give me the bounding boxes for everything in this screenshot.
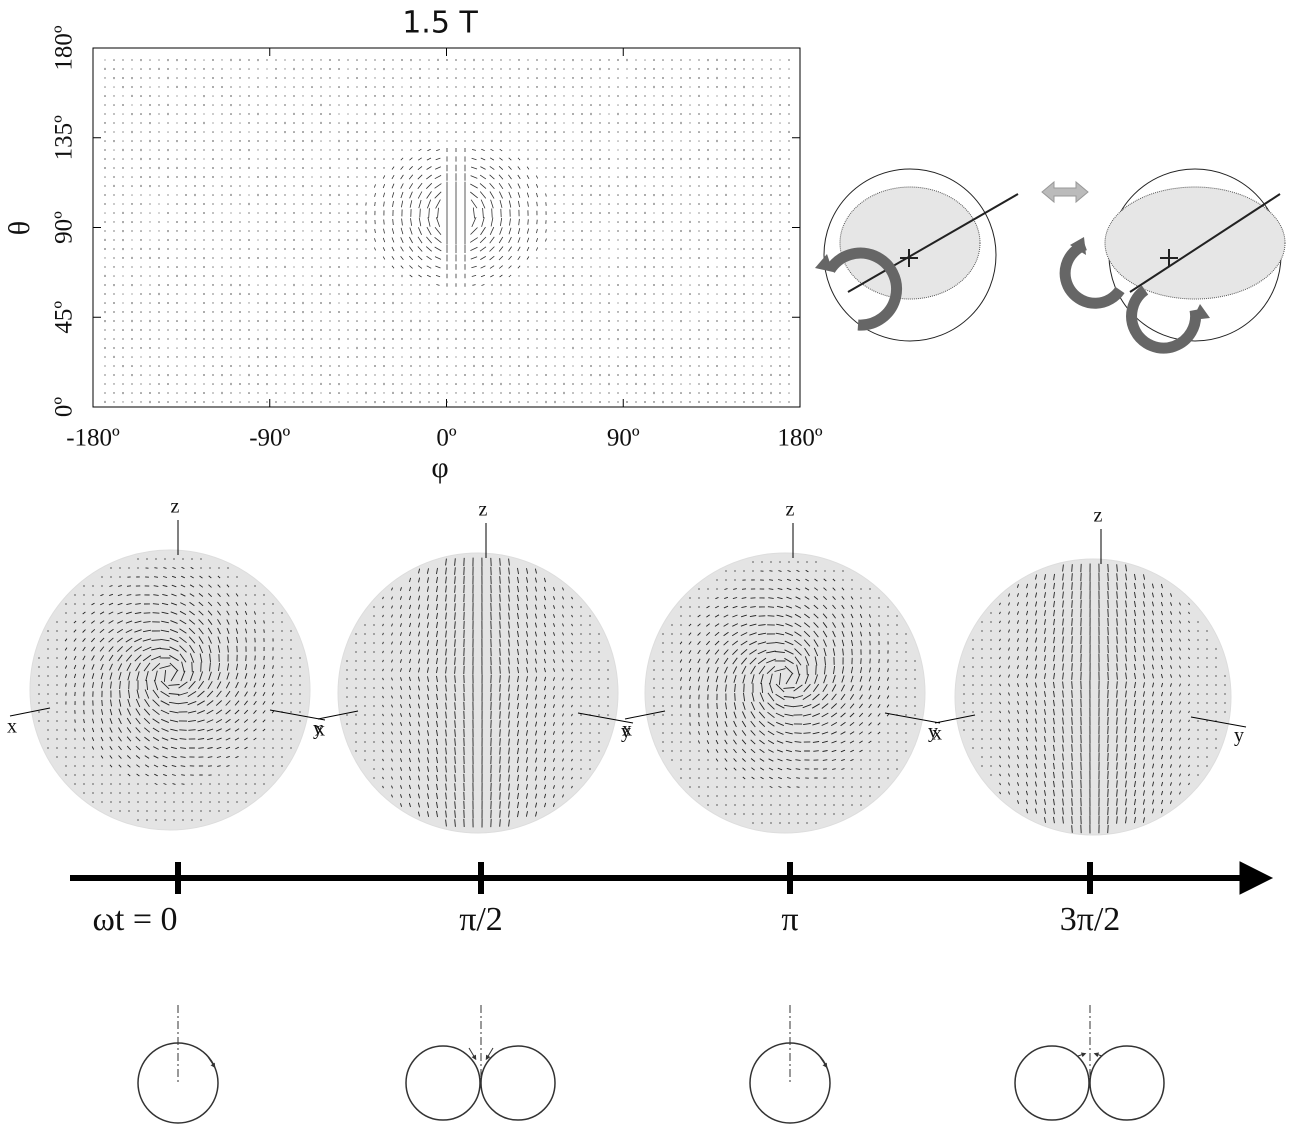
plot-frame: [92, 47, 801, 408]
x-axis: [624, 710, 666, 720]
x-axis: [317, 710, 359, 720]
y-axis: [884, 712, 941, 724]
orbit: [137, 1042, 219, 1124]
y-tick-label: 0º: [51, 397, 78, 418]
sphere-field: [346, 557, 609, 828]
axis-label: y: [928, 721, 938, 743]
orbit-arrow: [1093, 1052, 1103, 1058]
axis-label: z: [479, 499, 488, 521]
axis-label: z: [786, 499, 795, 521]
y-tick-label: 135º: [51, 115, 78, 161]
sphere: [337, 552, 619, 834]
y-tick-label: 45º: [51, 301, 78, 334]
axis-label: x: [622, 719, 632, 741]
orbit: [480, 1045, 556, 1121]
x-axis: [934, 714, 976, 724]
sphere-field: [653, 561, 916, 824]
axis-label: x: [315, 719, 325, 741]
orbit: [749, 1042, 831, 1124]
time-axis: [70, 861, 1274, 895]
orbit-arrow: [1077, 1052, 1087, 1058]
orbit-arrow: [819, 1056, 828, 1069]
x-tick-label: 180º: [777, 425, 823, 452]
time-label: π: [781, 901, 798, 938]
vector-field: [104, 58, 790, 404]
sphere: [954, 558, 1232, 836]
y-tick-label: 180º: [51, 25, 78, 71]
axis-label: x: [932, 723, 942, 745]
plot-title: 1.5 T: [402, 6, 478, 41]
time-label: 3π/2: [1060, 901, 1121, 938]
orbit: [1014, 1045, 1090, 1121]
sphere: [29, 549, 311, 831]
x-axis-label: φ: [431, 451, 448, 484]
axis-label: z: [1094, 505, 1103, 527]
y-axis: [269, 709, 326, 721]
sphere-field: [38, 558, 301, 821]
orbit-arrow: [468, 1047, 477, 1061]
x-tick-label: -180º: [66, 425, 120, 452]
axis-label: z: [171, 496, 180, 518]
axis-label: y: [621, 721, 631, 743]
axis-label: x: [7, 716, 17, 738]
orbit: [1089, 1045, 1165, 1121]
time-label: π/2: [459, 901, 503, 938]
y-tick-label: 90º: [51, 211, 78, 244]
orbit-arrow: [207, 1056, 216, 1069]
x-tick-label: 0º: [436, 425, 457, 452]
x-tick-label: -90º: [249, 425, 290, 452]
y-axis: [1190, 716, 1247, 728]
time-label: ωt = 0: [93, 901, 178, 938]
axis-label: y: [1234, 725, 1244, 747]
y-axis-label: θ: [3, 221, 36, 235]
x-tick-label: 90º: [607, 425, 640, 452]
x-axis: [9, 707, 51, 717]
orbit-arrow: [485, 1047, 494, 1061]
schematic: [815, 168, 1286, 354]
sphere-field: [963, 563, 1226, 834]
y-axis: [577, 712, 634, 724]
sphere: [644, 552, 926, 834]
axis-label: y: [313, 718, 323, 740]
orbit: [405, 1045, 481, 1121]
